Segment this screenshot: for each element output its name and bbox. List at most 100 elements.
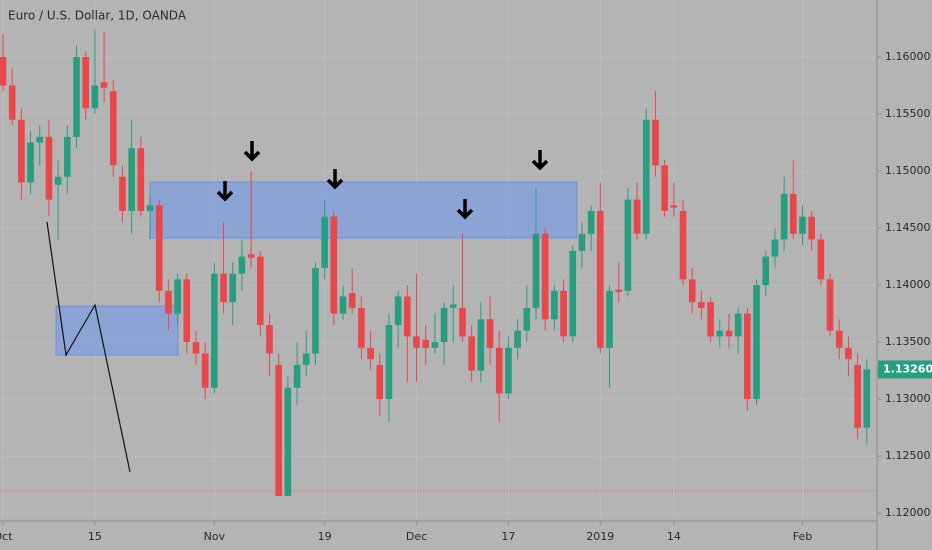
arrow [326, 169, 344, 190]
candle-body [109, 91, 117, 166]
candle-body [73, 57, 80, 137]
candle-body [385, 325, 393, 400]
candle-body [449, 304, 457, 308]
candle-body [587, 210, 595, 234]
candle-body [413, 336, 420, 348]
candle-body [266, 325, 273, 354]
y-tick-label: 1.13000 [885, 392, 931, 405]
candle-body [146, 205, 154, 211]
candle-body [661, 165, 668, 211]
candle-body [100, 82, 108, 88]
candle-body [275, 364, 282, 497]
x-tick-label: 17 [501, 530, 515, 543]
candle-body [642, 119, 650, 234]
candle-body [698, 302, 705, 308]
candle-body [183, 279, 191, 343]
last-price-label: 1.13260 [883, 362, 932, 375]
candle-body [835, 330, 843, 348]
candle-body [367, 347, 374, 360]
pattern-drawing [46, 221, 131, 473]
candle-body [679, 210, 687, 280]
candle-body [376, 364, 384, 400]
candle-body [394, 296, 402, 325]
chart-title: Euro / U.S. Dollar, 1D, OANDA [8, 9, 187, 23]
candle-body [27, 142, 34, 183]
candle-body [569, 250, 577, 337]
axes: 1.12000 1.12500 1.13000 1.13500 1.14000 1.145… [0, 50, 932, 543]
x-tick-label: Oct [0, 530, 13, 543]
candle-body [734, 313, 742, 337]
candle-body [633, 199, 641, 234]
candle-body [155, 205, 163, 291]
candle-body [293, 364, 301, 388]
candle-body [119, 176, 126, 211]
candle-body [615, 289, 623, 292]
candle-body [789, 193, 797, 234]
candle-body [312, 267, 319, 354]
candle-body [459, 307, 466, 337]
y-tick-label: 1.12000 [885, 506, 931, 519]
candle-body [54, 176, 62, 185]
arrow [531, 150, 549, 171]
candle-body [771, 239, 779, 257]
candle-body [339, 296, 347, 314]
candle-body [817, 239, 825, 280]
candle-body [91, 85, 99, 109]
candle-body [229, 273, 237, 303]
candle-body [45, 136, 53, 200]
candle-body [220, 273, 227, 303]
x-tick-label: 19 [318, 530, 332, 543]
x-tick-label: Nov [204, 530, 226, 543]
candle-body [201, 353, 209, 388]
y-tick-label: 1.12500 [885, 449, 931, 462]
candle-body [440, 307, 448, 343]
x-tick-label: 14 [667, 530, 681, 543]
candle-body [431, 342, 439, 348]
candle-body [358, 307, 365, 348]
candle-body [523, 307, 531, 331]
last-price-badge [878, 360, 932, 379]
candle-body [808, 216, 815, 240]
candle-body [18, 119, 25, 183]
candle-body [762, 256, 770, 286]
candle-body [477, 319, 485, 371]
candle-body [606, 290, 613, 348]
candle-body [744, 313, 751, 400]
candle-body [128, 148, 135, 211]
candle-body [725, 330, 733, 337]
candle-body [541, 233, 549, 320]
candle-body [560, 290, 567, 337]
y-tick-label: 1.14000 [885, 278, 931, 291]
candle-body [780, 193, 788, 240]
candle-body [348, 293, 356, 308]
candle-body [64, 136, 71, 177]
y-tick-label: 1.16000 [885, 50, 931, 63]
candle-body [551, 290, 558, 320]
x-tick-label: Dec [406, 530, 427, 543]
candle-body [716, 330, 724, 337]
y-tick-label: 1.15500 [885, 107, 931, 120]
candle-body [8, 85, 16, 120]
arrows [216, 141, 549, 220]
candles [0, 28, 871, 497]
candle-body [0, 57, 7, 86]
candle-body [247, 254, 255, 258]
candle-body [624, 199, 632, 291]
y-tick-label: 1.15000 [885, 164, 931, 177]
candle-body [422, 339, 430, 348]
candle-body [468, 336, 475, 371]
candle-body [174, 279, 181, 314]
candle-body [688, 279, 696, 303]
resistance-zone [149, 181, 578, 239]
candle-body [211, 273, 218, 388]
candle-body [321, 216, 328, 268]
candle-body [330, 216, 338, 314]
candle-body [165, 290, 172, 314]
candle-body [707, 302, 714, 337]
candle-body [863, 369, 871, 428]
candle-body [597, 210, 604, 348]
candle-body [302, 353, 310, 365]
